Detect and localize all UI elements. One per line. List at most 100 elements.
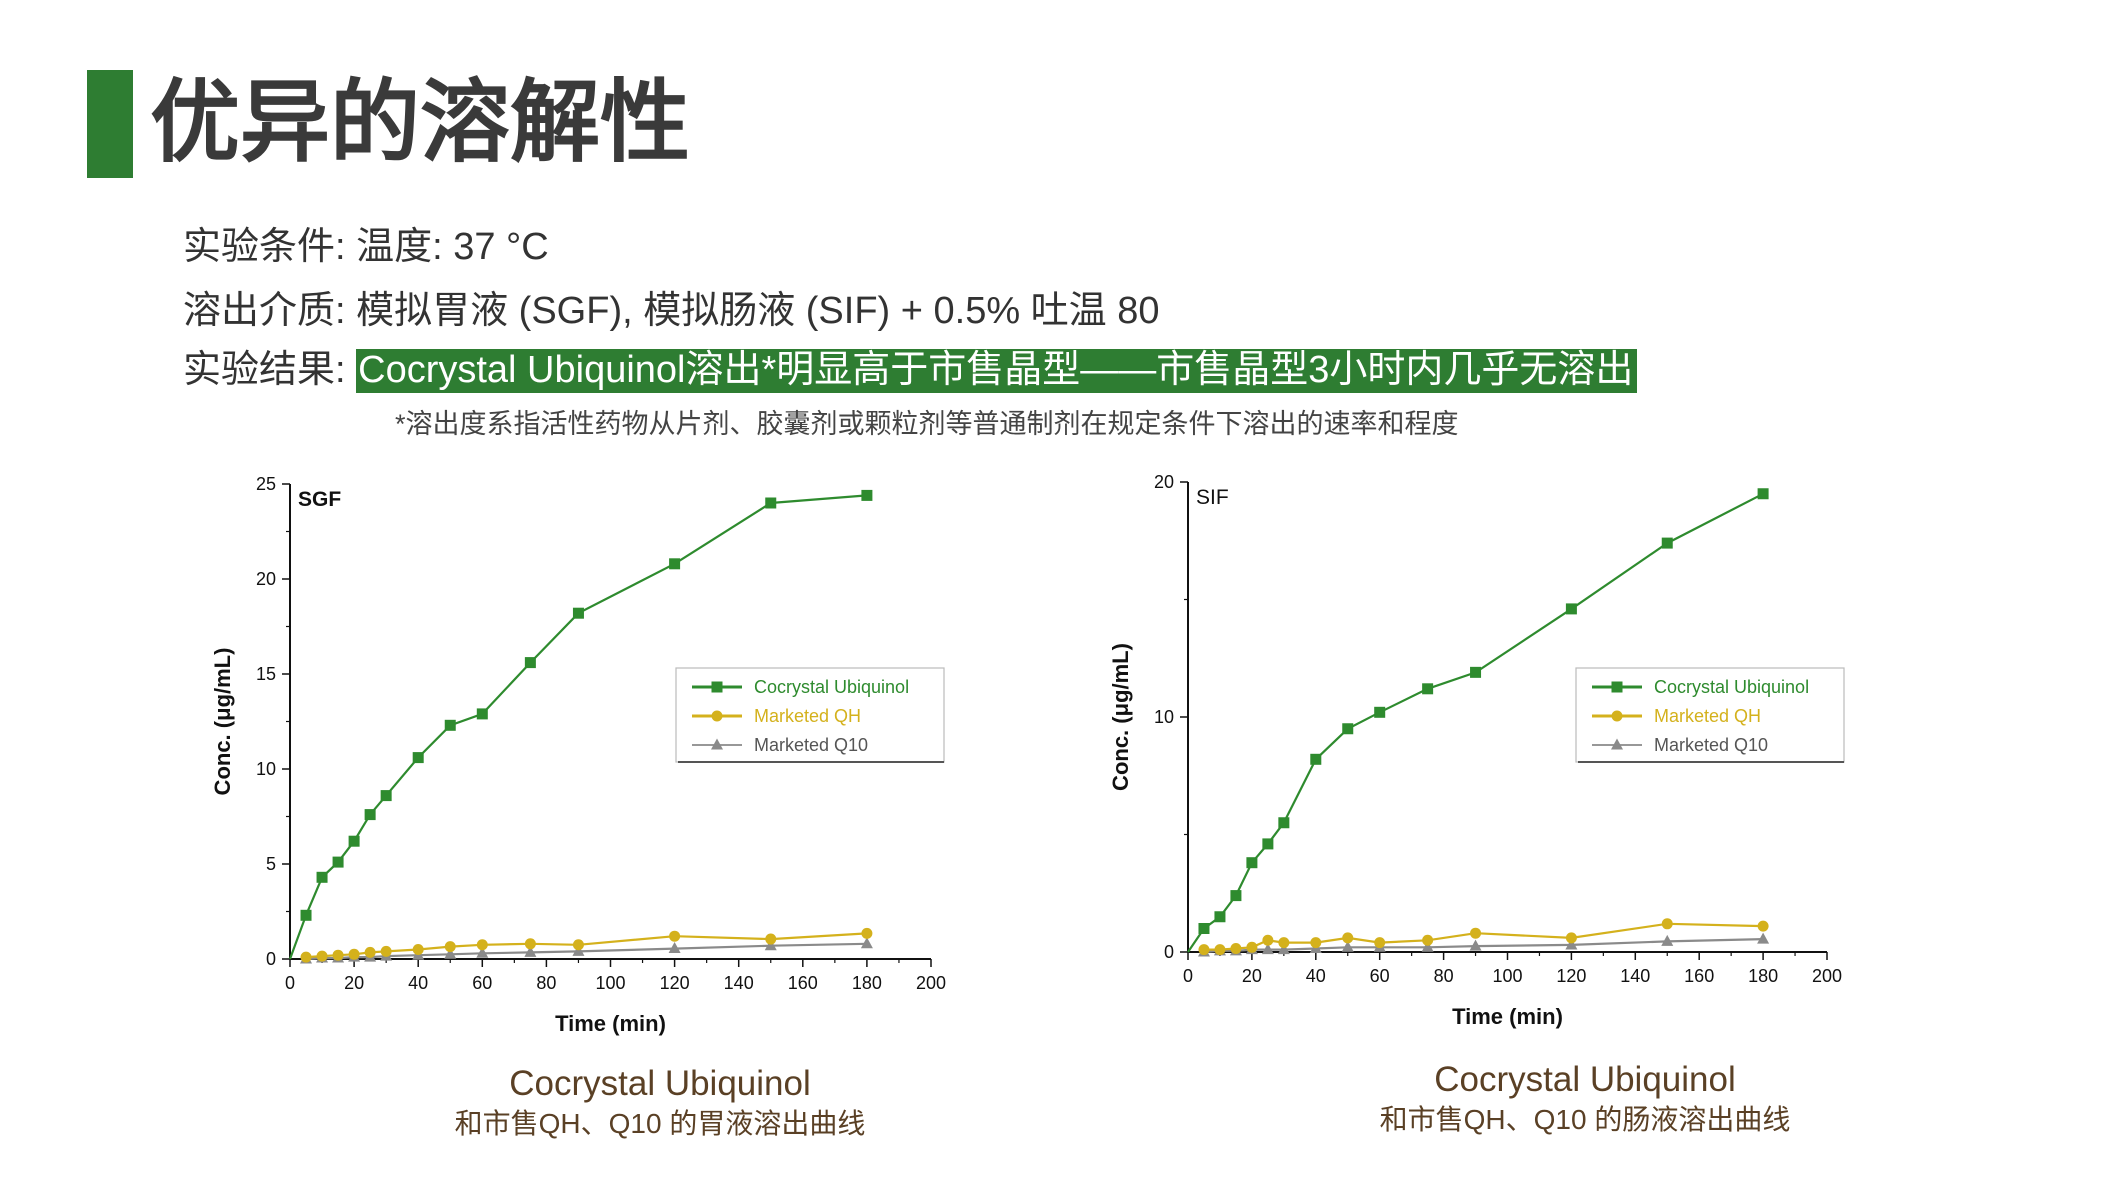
x-tick-label: 0 (285, 973, 295, 993)
data-point (1422, 934, 1434, 946)
legend-label: Cocrystal Ubiquinol (1654, 677, 1809, 697)
legend-label: Marketed QH (1654, 706, 1761, 726)
data-point (1342, 932, 1354, 944)
data-point (380, 790, 392, 802)
x-tick-label: 140 (724, 973, 754, 993)
data-point (1277, 943, 1290, 955)
caption-line1: Cocrystal Ubiquinol (1434, 1060, 1736, 1099)
data-point (1374, 937, 1386, 949)
data-point (1374, 706, 1386, 718)
data-point (300, 909, 312, 921)
data-point (348, 948, 360, 960)
legend-entry: Marketed Q10 (1592, 735, 1768, 755)
x-tick-label: 180 (852, 973, 882, 993)
y-tick-label: 20 (1154, 472, 1174, 492)
data-point (332, 856, 344, 868)
result-label: 实验结果: (183, 349, 357, 391)
data-point (572, 607, 584, 619)
data-point (1198, 944, 1210, 956)
y-tick-label: 10 (256, 759, 276, 779)
data-point (1310, 937, 1322, 949)
caption-line2: 和市售QH、Q10 的肠液溶出曲线 (1379, 1104, 1791, 1135)
data-point (1342, 723, 1354, 735)
x-tick-label: 80 (1434, 966, 1454, 986)
legend-marker (711, 681, 723, 693)
data-point (1661, 537, 1673, 549)
data-point (380, 945, 392, 957)
data-point (524, 938, 536, 950)
x-tick-label: 140 (1620, 966, 1650, 986)
data-point (1565, 932, 1577, 944)
data-point (1469, 939, 1482, 951)
y-axis-label: Conc. (μg/mL) (1108, 643, 1133, 791)
data-point (524, 945, 537, 957)
x-tick-label: 100 (1492, 966, 1522, 986)
page-title: 优异的溶解性 (150, 73, 690, 173)
legend-marker (1611, 710, 1623, 722)
data-point (572, 944, 585, 956)
y-tick-label: 20 (256, 569, 276, 589)
data-point (524, 657, 536, 669)
legend-label: Marketed Q10 (1654, 735, 1768, 755)
data-point (1214, 911, 1226, 923)
data-point (444, 941, 456, 953)
x-tick-label: 180 (1748, 966, 1778, 986)
data-point (1246, 857, 1258, 869)
data-point (1261, 943, 1274, 955)
y-tick-label: 10 (1154, 707, 1174, 727)
y-tick-label: 15 (256, 664, 276, 684)
panel-label: SGF (298, 488, 341, 511)
data-point (412, 752, 424, 764)
legend-marker (1611, 681, 1623, 693)
data-point (348, 835, 360, 847)
y-tick-label: 5 (266, 854, 276, 874)
x-tick-label: 120 (660, 973, 690, 993)
caption-line1: Cocrystal Ubiquinol (509, 1064, 811, 1103)
sgf-chart-caption: Cocrystal Ubiquinol 和市售QH、Q10 的胃液溶出曲线 (400, 1062, 920, 1142)
data-point (1422, 683, 1434, 695)
series-marketed-qh (1198, 918, 1769, 956)
data-point (1214, 944, 1226, 956)
data-point (1470, 666, 1482, 678)
x-tick-label: 120 (1556, 966, 1586, 986)
y-tick-label: 25 (256, 474, 276, 494)
experiment-condition: 实验条件: 温度: 37 °C (183, 226, 549, 268)
data-point (476, 708, 488, 720)
data-point (316, 871, 328, 883)
data-point (1230, 890, 1242, 902)
legend-entry: Marketed Q10 (692, 735, 868, 755)
legend-label: Marketed Q10 (754, 735, 868, 755)
dissolution-medium: 溶出介质: 模拟胃液 (SGF), 模拟肠液 (SIF) + 0.5% 吐温 8… (183, 290, 1160, 332)
y-axis-label: Conc. (μg/mL) (210, 648, 235, 796)
x-tick-label: 40 (1306, 966, 1326, 986)
x-tick-label: 20 (1242, 966, 1262, 986)
footnote: *溶出度系指活性药物从片剂、胶囊剂或颗粒剂等普通制剂在规定条件下溶出的速率和程度 (395, 409, 1459, 439)
sif-dissolution-chart: 0 20 40 60 80 100 120 140 160 180 200 0 10 20 Time (mi… (1108, 472, 1845, 1029)
data-point (765, 933, 777, 945)
data-point (1278, 937, 1290, 949)
data-point (364, 809, 376, 821)
legend-entry: Marketed QH (692, 706, 861, 726)
series-cocrystal-ubiquinol (288, 489, 873, 960)
panel-label: SIF (1196, 486, 1229, 509)
legend-marker (711, 710, 723, 722)
title-accent-bar (87, 70, 133, 178)
data-point (1421, 940, 1434, 952)
data-point (1278, 817, 1290, 829)
x-axis-label: Time (min) (555, 1011, 666, 1036)
data-point (1565, 938, 1578, 950)
data-point (444, 719, 456, 731)
x-tick-label: 40 (408, 973, 428, 993)
sgf-dissolution-chart: 0 20 40 60 80 100 120 140 160 180 200 0 5 10 15 20 25 Tim… (210, 474, 946, 1036)
data-point (1661, 934, 1674, 946)
x-axis-label: Time (min) (1452, 1004, 1563, 1029)
data-point (1310, 753, 1322, 765)
legend-entry: Marketed QH (1592, 706, 1761, 726)
data-point (1565, 603, 1577, 615)
legend: Cocrystal Ubiquinol Marketed QH Marketed Q… (1575, 667, 1845, 763)
data-point (1246, 941, 1258, 953)
legend-marker (711, 738, 723, 750)
x-tick-label: 200 (1812, 966, 1842, 986)
caption-line2: 和市售QH、Q10 的胃液溶出曲线 (454, 1108, 866, 1139)
legend-entry: Cocrystal Ubiquinol (692, 677, 909, 697)
